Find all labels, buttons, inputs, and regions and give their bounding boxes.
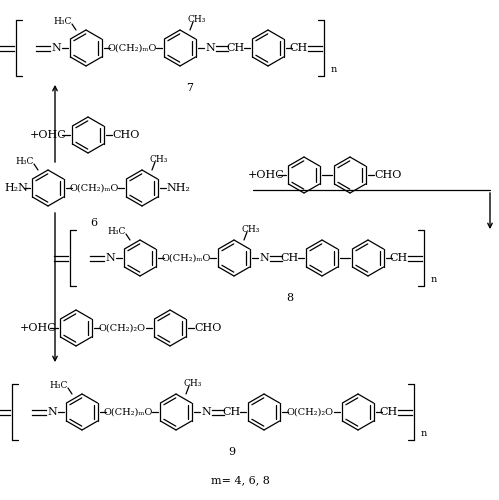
Text: CHO: CHO (194, 323, 222, 333)
Text: N: N (51, 43, 61, 53)
Text: H₂N: H₂N (4, 183, 28, 193)
Text: n: n (431, 276, 437, 284)
Text: N: N (201, 407, 211, 417)
Text: H₃C: H₃C (49, 382, 68, 390)
Text: n: n (331, 66, 337, 74)
Text: 9: 9 (229, 447, 236, 457)
Text: O(CH₂)₂O: O(CH₂)₂O (286, 408, 333, 416)
Text: 8: 8 (286, 293, 293, 303)
Text: N: N (105, 253, 115, 263)
Text: O(CH₂)₂O: O(CH₂)₂O (98, 324, 146, 332)
Text: CHO: CHO (112, 130, 140, 140)
Text: +OHC: +OHC (20, 323, 57, 333)
Text: CH: CH (290, 43, 308, 53)
Text: CH: CH (227, 43, 245, 53)
Text: H₃C: H₃C (108, 228, 126, 236)
Text: 6: 6 (90, 218, 98, 228)
Text: m= 4, 6, 8: m= 4, 6, 8 (211, 475, 269, 485)
Text: CH: CH (380, 407, 398, 417)
Text: 7: 7 (187, 83, 194, 93)
Text: n: n (421, 430, 427, 438)
Text: O(CH₂)ₘO: O(CH₂)ₘO (69, 184, 119, 192)
Text: CH₃: CH₃ (184, 380, 203, 388)
Text: CH₃: CH₃ (188, 16, 207, 24)
Text: CH: CH (223, 407, 241, 417)
Text: O(CH₂)ₘO: O(CH₂)ₘO (107, 44, 157, 52)
Text: O(CH₂)ₘO: O(CH₂)ₘO (161, 254, 211, 262)
Text: NH₂: NH₂ (166, 183, 190, 193)
Text: CH: CH (281, 253, 299, 263)
Text: H₃C: H₃C (15, 158, 34, 166)
Text: +OHC: +OHC (248, 170, 285, 180)
Text: CH₃: CH₃ (242, 226, 260, 234)
Text: N: N (259, 253, 269, 263)
Text: CH: CH (390, 253, 408, 263)
Text: CH₃: CH₃ (150, 156, 168, 164)
Text: H₃C: H₃C (53, 18, 72, 26)
Text: N: N (47, 407, 57, 417)
Text: +OHC: +OHC (30, 130, 67, 140)
Text: CHO: CHO (374, 170, 402, 180)
Text: O(CH₂)ₘO: O(CH₂)ₘO (103, 408, 153, 416)
Text: N: N (205, 43, 215, 53)
